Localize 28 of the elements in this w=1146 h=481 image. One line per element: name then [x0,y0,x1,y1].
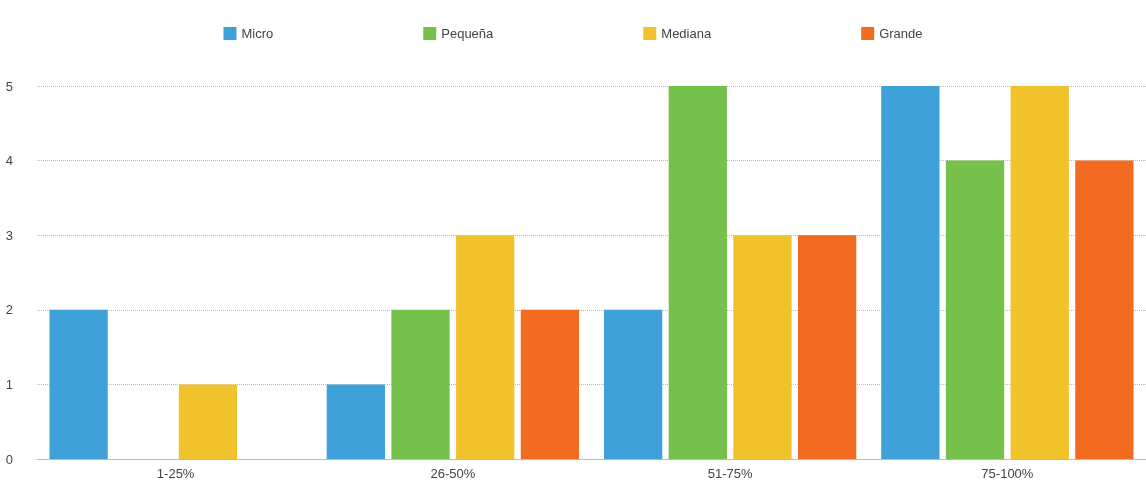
y-tick-label: 4 [5,153,13,169]
bar [733,235,792,459]
legend-label: Micro [241,26,274,41]
bar [668,86,727,459]
bar [1010,86,1069,459]
y-tick-label: 5 [5,78,13,94]
x-tick-label: 1-25% [156,466,195,481]
bar [49,309,108,459]
bar [178,384,238,459]
legend-label: Grande [879,26,923,41]
bar [1075,160,1134,459]
x-tick-label: 26-50% [430,466,476,481]
bar [456,235,515,459]
x-tick-label: 51-75% [707,466,753,481]
bar [326,384,385,459]
bar [391,309,450,459]
legend-label: Mediana [661,26,712,41]
bar [520,309,580,459]
bar [798,235,857,459]
y-tick-label: 0 [5,451,13,467]
bar [945,160,1005,459]
y-tick-label: 2 [5,302,13,318]
bar [881,86,940,459]
y-tick-label: 3 [5,227,13,243]
bar [603,309,663,459]
y-tick-label: 1 [5,376,13,392]
x-tick-label: 75-100% [981,466,1034,481]
legend-label: Pequeña [441,26,495,41]
